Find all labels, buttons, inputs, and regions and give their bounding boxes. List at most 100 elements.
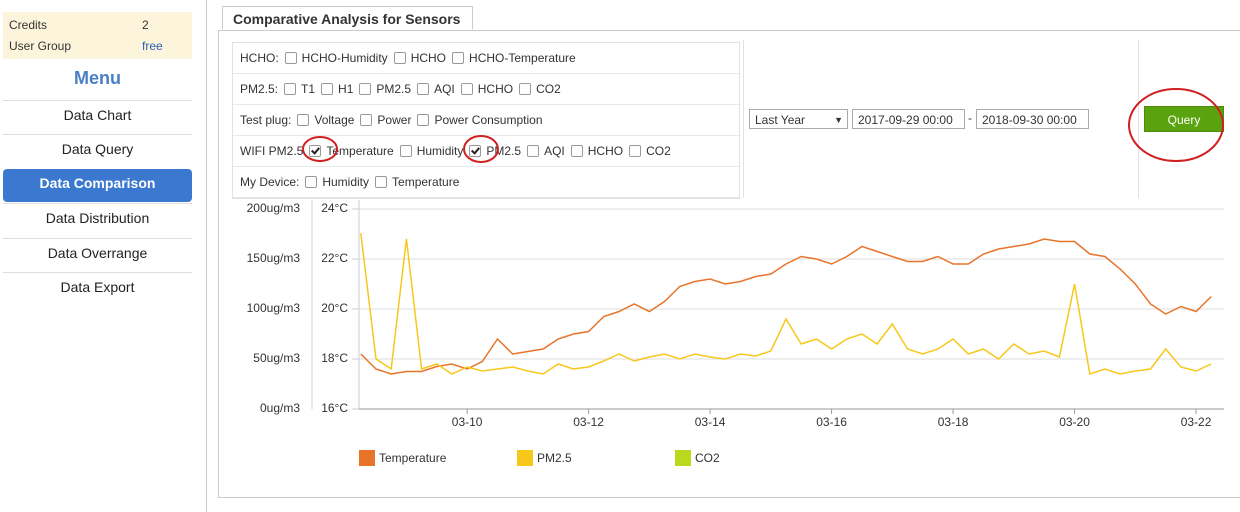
checkbox[interactable] [393, 52, 406, 64]
filter-option[interactable]: Voltage [297, 113, 354, 127]
checkbox[interactable] [629, 145, 642, 157]
checkbox[interactable] [452, 52, 465, 64]
option-text: AQI [434, 82, 455, 96]
end-date[interactable]: 2018-09-30 00:00 [976, 109, 1089, 129]
filter-option[interactable]: H1 [321, 82, 353, 96]
checkbox[interactable] [305, 176, 318, 188]
separator [1138, 40, 1139, 198]
filter-option[interactable]: Power [360, 113, 411, 127]
legend-label: CO2 [695, 451, 720, 465]
menu-item[interactable]: Data Chart [3, 100, 192, 134]
filter-label: My Device: [240, 175, 300, 189]
filter-label: HCHO: [240, 51, 279, 65]
filter-label: WIFI PM2.5 [240, 144, 304, 158]
checkbox[interactable] [309, 145, 322, 157]
series-line [360, 232, 1212, 375]
start-date[interactable]: 2017-09-29 00:00 [852, 109, 965, 129]
highlight-circle [1128, 88, 1224, 162]
filter-option[interactable]: T1 [284, 82, 315, 96]
option-text: Voltage [314, 113, 355, 127]
checkbox[interactable] [570, 145, 583, 157]
option-text: HCHO-Humidity [301, 51, 388, 65]
query-button[interactable]: Query [1144, 106, 1224, 132]
x-tick-label: 03-20 [1059, 415, 1090, 429]
legend-swatch [675, 450, 691, 466]
option-text: T1 [301, 82, 316, 96]
option-text: Temperature [392, 175, 460, 189]
checkbox[interactable] [519, 83, 532, 95]
filter-option[interactable]: AQI [527, 144, 565, 158]
highlight-circle [302, 136, 338, 162]
option-text: HCHO [410, 51, 447, 65]
option-text: CO2 [646, 144, 671, 158]
filter-option[interactable]: HCHO [460, 82, 514, 96]
menu-item[interactable]: Data Distribution [3, 203, 192, 237]
checkbox[interactable] [284, 52, 297, 64]
checkbox[interactable] [527, 145, 540, 157]
filter-label: Test plug: [240, 113, 292, 127]
filter-option[interactable]: HCHO-Humidity [284, 51, 388, 65]
menu-title: Menu [74, 68, 121, 88]
option-text: H1 [338, 82, 354, 96]
menu-item[interactable]: Data Query [3, 134, 192, 168]
filter-option[interactable]: Humidity [305, 175, 369, 189]
menu-item[interactable]: Data Comparison [3, 168, 192, 202]
filter-option[interactable]: CO2 [519, 82, 561, 96]
checkbox[interactable] [297, 114, 310, 126]
option-text: HCHO [477, 82, 514, 96]
filter-row: HCHO: HCHO-Humidity HCHO HCHO-Temperature [233, 43, 739, 74]
filter-option[interactable]: Power Consumption [417, 113, 543, 127]
legend-label: PM2.5 [537, 451, 572, 465]
filter-row: WIFI PM2.5 Temperature Humidity PM2.5 AQI HCH… [233, 136, 739, 167]
filter-option[interactable]: PM2.5 [359, 82, 411, 96]
tab[interactable]: Comparative Analysis for Sensors [222, 6, 473, 30]
menu-item[interactable]: Data Export [3, 272, 192, 306]
x-tick-label: 03-22 [1181, 415, 1212, 429]
checkbox[interactable] [284, 83, 297, 95]
y-tick-label: 0ug/m3 [260, 401, 300, 415]
filter-option[interactable]: Temperature [309, 144, 394, 158]
x-tick-label: 03-16 [816, 415, 847, 429]
y2-tick-label: 22°C [321, 251, 348, 265]
legend-label: Temperature [379, 451, 447, 465]
filter-option[interactable]: PM2.5 [469, 144, 521, 158]
y2-tick-label: 24°C [321, 201, 348, 215]
filter-row: Test plug: Voltage Power Power Consumption [233, 105, 739, 136]
filter-row: My Device: Humidity Temperature [233, 167, 739, 198]
credits-value: 2 [142, 18, 149, 32]
filter-option[interactable]: CO2 [629, 144, 671, 158]
checkbox[interactable] [417, 83, 430, 95]
checkbox[interactable] [417, 114, 430, 126]
highlight-circle [463, 135, 499, 163]
group-label: User Group [9, 39, 72, 53]
filter-option[interactable]: AQI [417, 82, 455, 96]
y-tick-label: 150ug/m3 [247, 251, 301, 265]
option-text: PM2.5 [486, 144, 522, 158]
x-tick-label: 03-10 [452, 415, 483, 429]
checkbox[interactable] [375, 176, 388, 188]
checkbox[interactable] [360, 114, 373, 126]
x-tick-label: 03-18 [938, 415, 969, 429]
checkbox[interactable] [460, 83, 473, 95]
date-separator: - [968, 111, 972, 125]
checkbox[interactable] [359, 83, 372, 95]
range-text: Last Year [755, 113, 806, 127]
filter-option[interactable]: Temperature [375, 175, 459, 189]
filter-option[interactable]: HCHO [570, 144, 624, 158]
menu-item[interactable]: Data Overrange [3, 237, 192, 272]
option-text: Humidity [416, 144, 464, 158]
y2-tick-label: 16°C [321, 401, 348, 415]
option-text: HCHO [587, 144, 624, 158]
filter-option[interactable]: HCHO [393, 51, 447, 65]
filter-option[interactable]: HCHO-Temperature [452, 51, 576, 65]
credits-label: Credits [9, 18, 48, 32]
option-text: PM2.5 [376, 82, 412, 96]
checkbox[interactable] [321, 83, 334, 95]
filter-option[interactable]: Humidity [399, 144, 464, 158]
range-select[interactable]: Last Year ▼ [749, 109, 848, 129]
option-text: Humidity [322, 175, 370, 189]
checkbox[interactable] [469, 145, 482, 157]
checkbox[interactable] [399, 145, 412, 157]
y2-tick-label: 18°C [321, 351, 348, 365]
